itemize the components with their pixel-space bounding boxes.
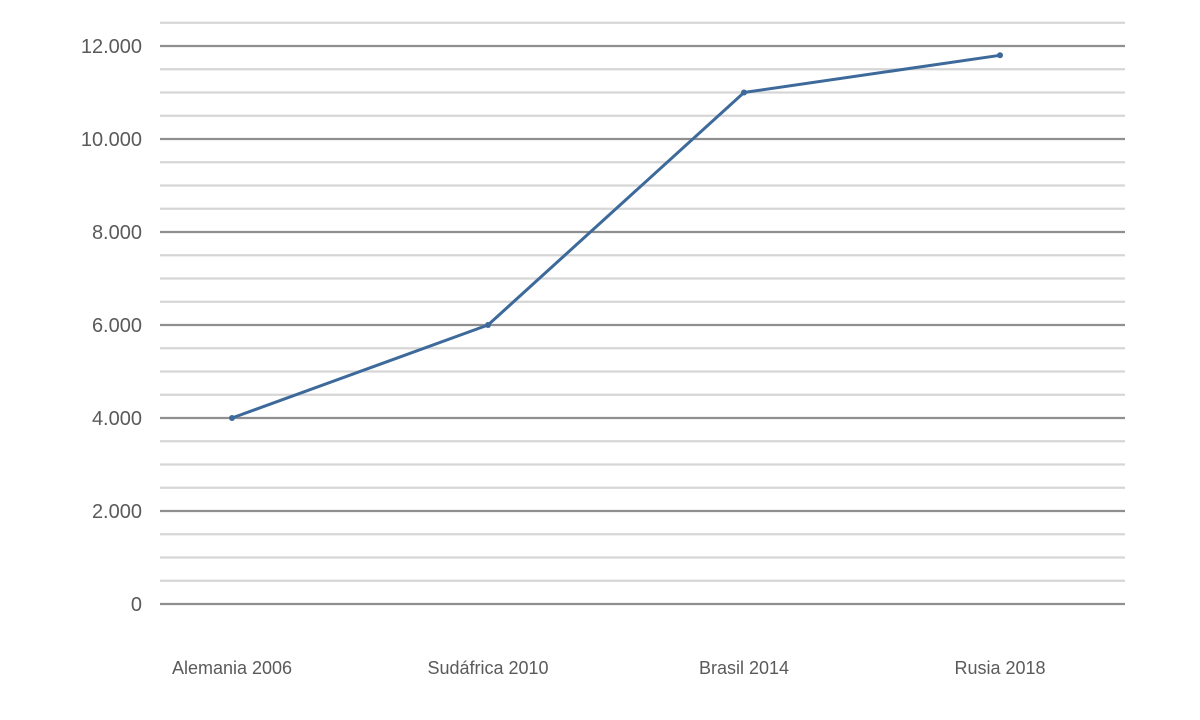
x-tick-label: Brasil 2014 [699, 658, 789, 678]
data-point [485, 322, 491, 328]
grid-layer [160, 21, 1125, 606]
y-tick-label: 6.000 [92, 315, 142, 337]
series-layer [229, 52, 1003, 421]
data-point [997, 52, 1003, 59]
y-axis-ticks: 0 2.000 4.000 6.000 8.000 10.000 12.000 [81, 36, 142, 616]
y-tick-label: 2.000 [92, 501, 142, 523]
data-point [741, 89, 747, 96]
y-tick-label: 8.000 [92, 222, 142, 244]
y-tick-label: 10.000 [81, 129, 142, 151]
y-tick-label: 12.000 [81, 36, 142, 58]
y-tick-label: 0 [131, 594, 142, 616]
x-axis-ticks: Alemania 2006 Sudáfrica 2010 Brasil 2014 Ru… [172, 658, 1046, 678]
x-tick-label: Rusia 2018 [954, 658, 1045, 678]
y-tick-label: 4.000 [92, 408, 142, 430]
x-tick-label: Sudáfrica 2010 [427, 658, 548, 678]
series-line [230, 53, 1002, 420]
x-tick-label: Alemania 2006 [172, 658, 292, 678]
data-point [229, 415, 235, 421]
